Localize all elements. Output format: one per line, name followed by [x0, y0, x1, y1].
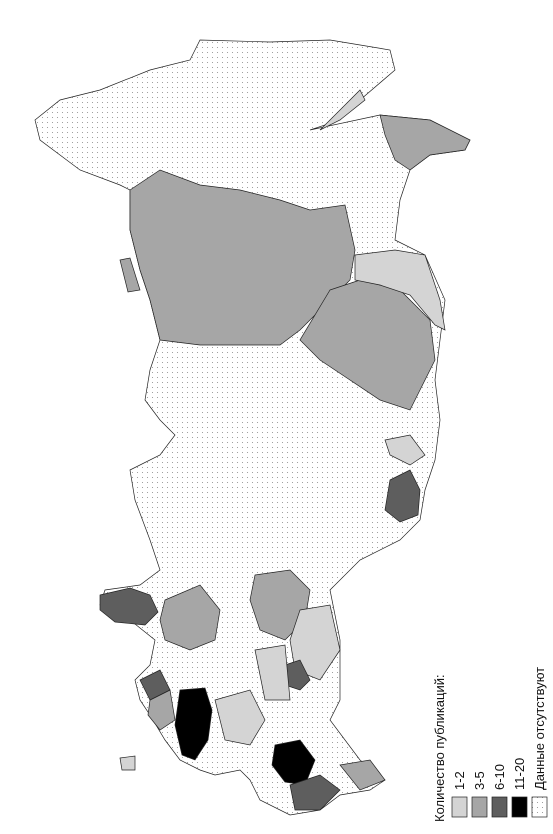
- region: [119, 257, 141, 293]
- region: [119, 755, 136, 771]
- region: [159, 584, 221, 651]
- region: [354, 249, 446, 331]
- region: [214, 689, 266, 746]
- legend-label: 1-2: [452, 771, 467, 790]
- region: [384, 469, 421, 523]
- region: [139, 669, 171, 701]
- legend-label: 3-5: [472, 771, 487, 790]
- region: [289, 604, 341, 681]
- legend: Количество публикаций: 1-2 3-5 6-10 11-20 Да…: [432, 667, 548, 822]
- legend-swatch: [531, 796, 548, 818]
- legend-swatch: [491, 796, 508, 818]
- region: [99, 587, 159, 626]
- legend-swatch: [471, 796, 488, 818]
- legend-swatch: [451, 796, 468, 818]
- legend-label: 6-10: [492, 764, 507, 790]
- legend-label: 11-20: [512, 758, 527, 790]
- region: [289, 774, 341, 811]
- region: [319, 89, 366, 131]
- regions: [34, 39, 471, 816]
- legend-swatch: [511, 796, 528, 818]
- region: [379, 114, 471, 171]
- region: [339, 759, 386, 791]
- region: [174, 687, 213, 761]
- region: [384, 434, 426, 466]
- legend-title: Количество публикаций:: [432, 674, 447, 822]
- legend-label: Данные отсутствуют: [532, 667, 547, 790]
- region: [254, 644, 291, 701]
